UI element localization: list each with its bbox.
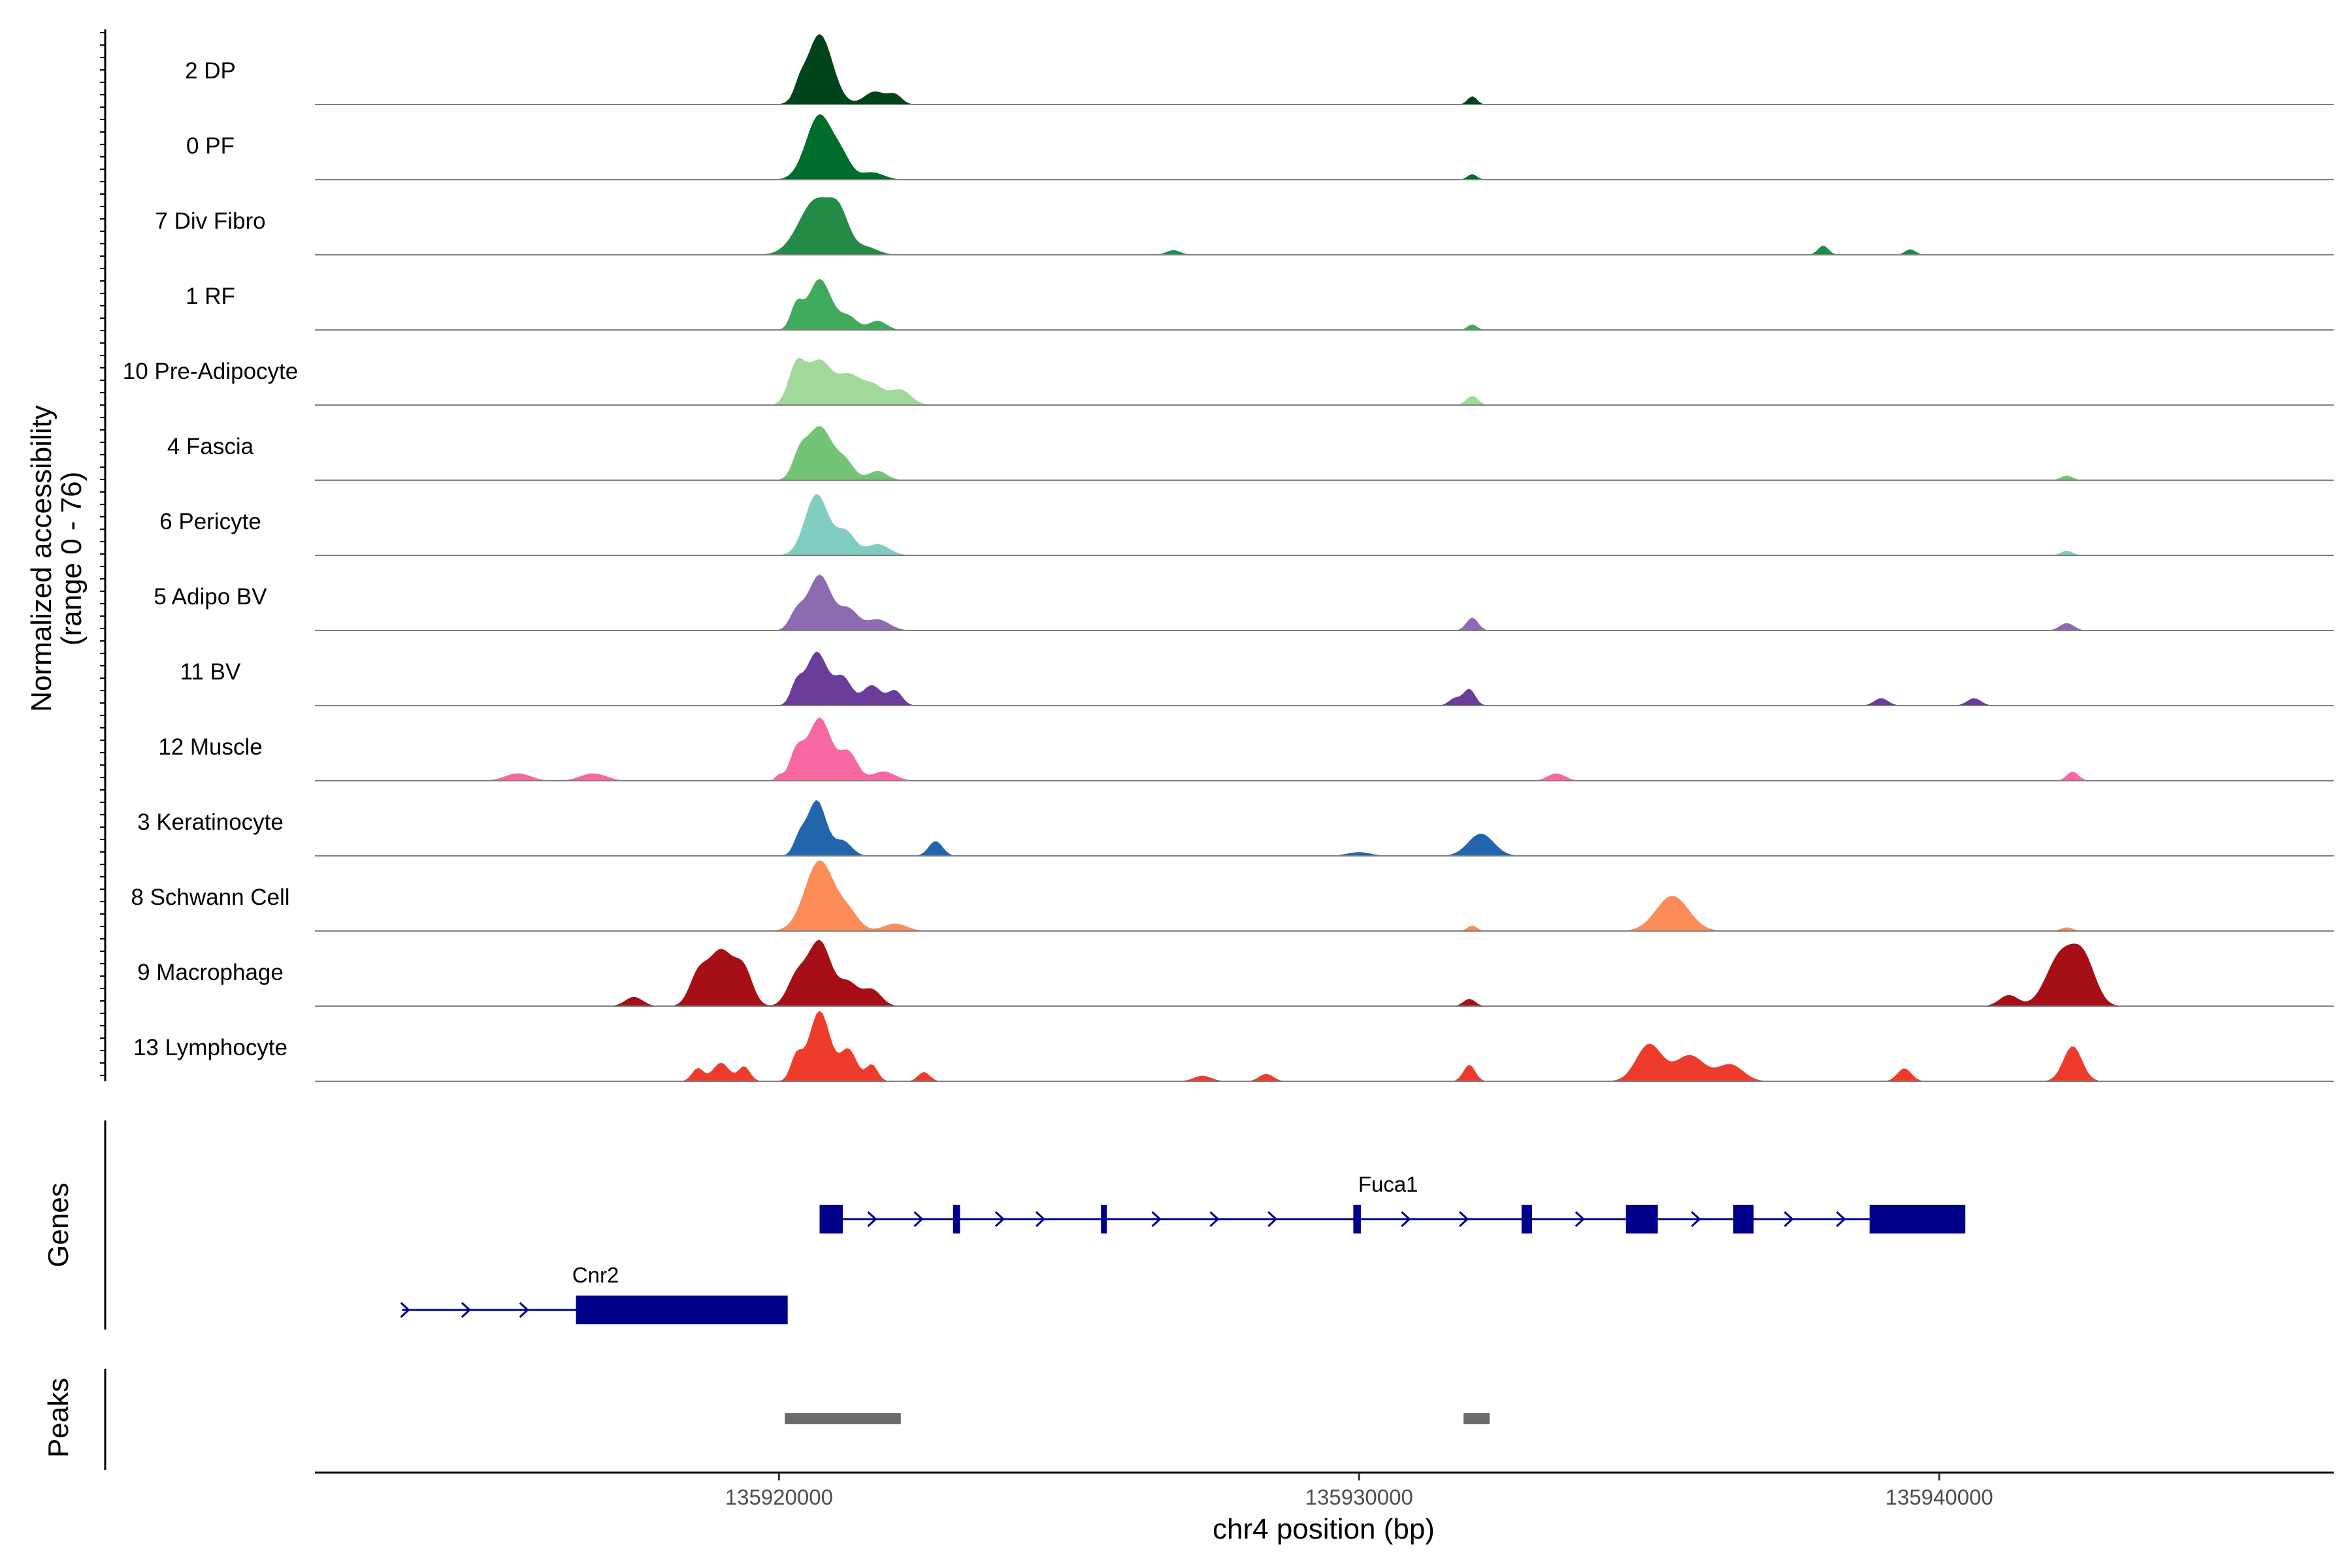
track-3: 7 Div Fibro	[155, 197, 2334, 255]
track-11: 3 Keratinocyte	[137, 800, 2334, 857]
track-6: 4 Fascia	[167, 425, 2334, 481]
gene-exon	[819, 1205, 843, 1233]
track-label: 1 RF	[186, 284, 235, 309]
track-area	[315, 357, 2334, 405]
track-10: 12 Muscle	[158, 717, 2334, 781]
peak-region	[785, 1413, 901, 1424]
track-area	[315, 939, 2334, 1006]
gene-exon	[1733, 1205, 1754, 1233]
track-label: 11 BV	[180, 659, 241, 685]
strand-arrow-icon	[994, 1211, 1005, 1228]
genes-panel: Fuca1 Cnr2	[400, 1172, 1966, 1324]
track-area	[315, 197, 2334, 255]
strand-arrow-icon	[1836, 1211, 1846, 1228]
strand-arrow-icon	[1209, 1211, 1220, 1228]
track-label: 10 Pre-Adipocyte	[123, 359, 298, 384]
gene-exon	[1101, 1205, 1107, 1233]
genes-panel-label: Genes	[42, 1183, 74, 1267]
peaks-panel	[785, 1413, 1490, 1424]
track-area	[315, 425, 2334, 480]
strand-arrow-icon	[1035, 1211, 1046, 1228]
track-area	[315, 494, 2334, 555]
strand-arrow-icon	[867, 1211, 877, 1228]
peak-region	[1463, 1413, 1490, 1424]
x-tick-label: 135930000	[1305, 1485, 1413, 1509]
x-tick-label: 135920000	[725, 1485, 833, 1509]
x-axis-title: chr4 position (bp)	[1213, 1513, 1435, 1545]
track-label: 7 Div Fibro	[155, 208, 265, 234]
track-area	[315, 574, 2334, 630]
track-label: 0 PF	[186, 133, 235, 159]
track-9: 11 BV	[180, 651, 2334, 706]
track-area	[315, 860, 2334, 931]
track-label: 8 Schwann Cell	[131, 885, 289, 910]
gene-exon	[1353, 1205, 1361, 1233]
strand-arrow-icon	[1784, 1211, 1794, 1228]
gene-cnr2: Cnr2	[400, 1263, 788, 1324]
coverage-y-minor-ticks	[100, 32, 105, 1076]
track-label: 6 Pericyte	[159, 509, 261, 534]
track-area	[315, 114, 2334, 180]
track-label: 13 Lymphocyte	[133, 1035, 287, 1060]
gene-exon	[1625, 1205, 1658, 1233]
track-area	[315, 34, 2334, 105]
gene-fuca1: Fuca1	[819, 1172, 1966, 1233]
strand-arrow-icon	[1459, 1211, 1469, 1228]
track-area	[315, 651, 2334, 706]
strand-arrow-icon	[913, 1211, 924, 1228]
track-5: 10 Pre-Adipocyte	[123, 357, 2334, 406]
track-label: 9 Macrophage	[137, 960, 284, 985]
track-label: 2 DP	[185, 58, 236, 84]
peaks-panel-label: Peaks	[42, 1378, 74, 1458]
gene-exon	[576, 1296, 788, 1324]
strand-arrow-icon	[1575, 1211, 1585, 1228]
track-13: 9 Macrophage	[137, 939, 2334, 1007]
track-1: 2 DP	[185, 34, 2334, 105]
strand-arrow-icon	[1267, 1211, 1278, 1228]
strand-arrow-icon	[1151, 1211, 1162, 1228]
track-label: 12 Muscle	[158, 734, 263, 760]
track-area	[315, 1011, 2334, 1081]
track-area	[315, 717, 2334, 781]
coverage-tracks: 2 DP 0 PF 7 Div Fibro 1 RF 10 Pre-Adipocyte 4…	[123, 34, 2334, 1082]
track-14: 13 Lymphocyte	[133, 1011, 2334, 1082]
track-area	[315, 800, 2334, 856]
strand-arrow-icon	[461, 1301, 472, 1318]
strand-arrow-icon	[519, 1301, 529, 1318]
track-2: 0 PF	[186, 114, 2334, 180]
x-axis-ticks: 135920000 135930000 135940000	[725, 1473, 1993, 1509]
track-7: 6 Pericyte	[159, 494, 2334, 556]
x-tick-label: 135940000	[1886, 1485, 1993, 1509]
strand-arrow-icon	[1691, 1211, 1701, 1228]
gene-exon	[1869, 1205, 1966, 1233]
track-12: 8 Schwann Cell	[131, 860, 2334, 932]
track-area	[315, 278, 2334, 330]
track-label: 4 Fascia	[167, 434, 254, 459]
track-8: 5 Adipo BV	[154, 574, 2334, 631]
y-axis-title: Normalized accessibility	[25, 405, 57, 711]
gene-name-label: Fuca1	[1358, 1172, 1418, 1196]
gene-exon	[1521, 1205, 1532, 1233]
strand-arrow-icon	[1401, 1211, 1411, 1228]
track-4: 1 RF	[186, 278, 2334, 331]
gene-exon	[953, 1205, 960, 1233]
track-label: 3 Keratinocyte	[137, 809, 284, 835]
y-axis-subtitle: (range 0 - 76)	[56, 472, 88, 646]
strand-arrow-icon	[400, 1301, 410, 1318]
gene-name-label: Cnr2	[572, 1263, 619, 1287]
track-label: 5 Adipo BV	[154, 584, 267, 610]
